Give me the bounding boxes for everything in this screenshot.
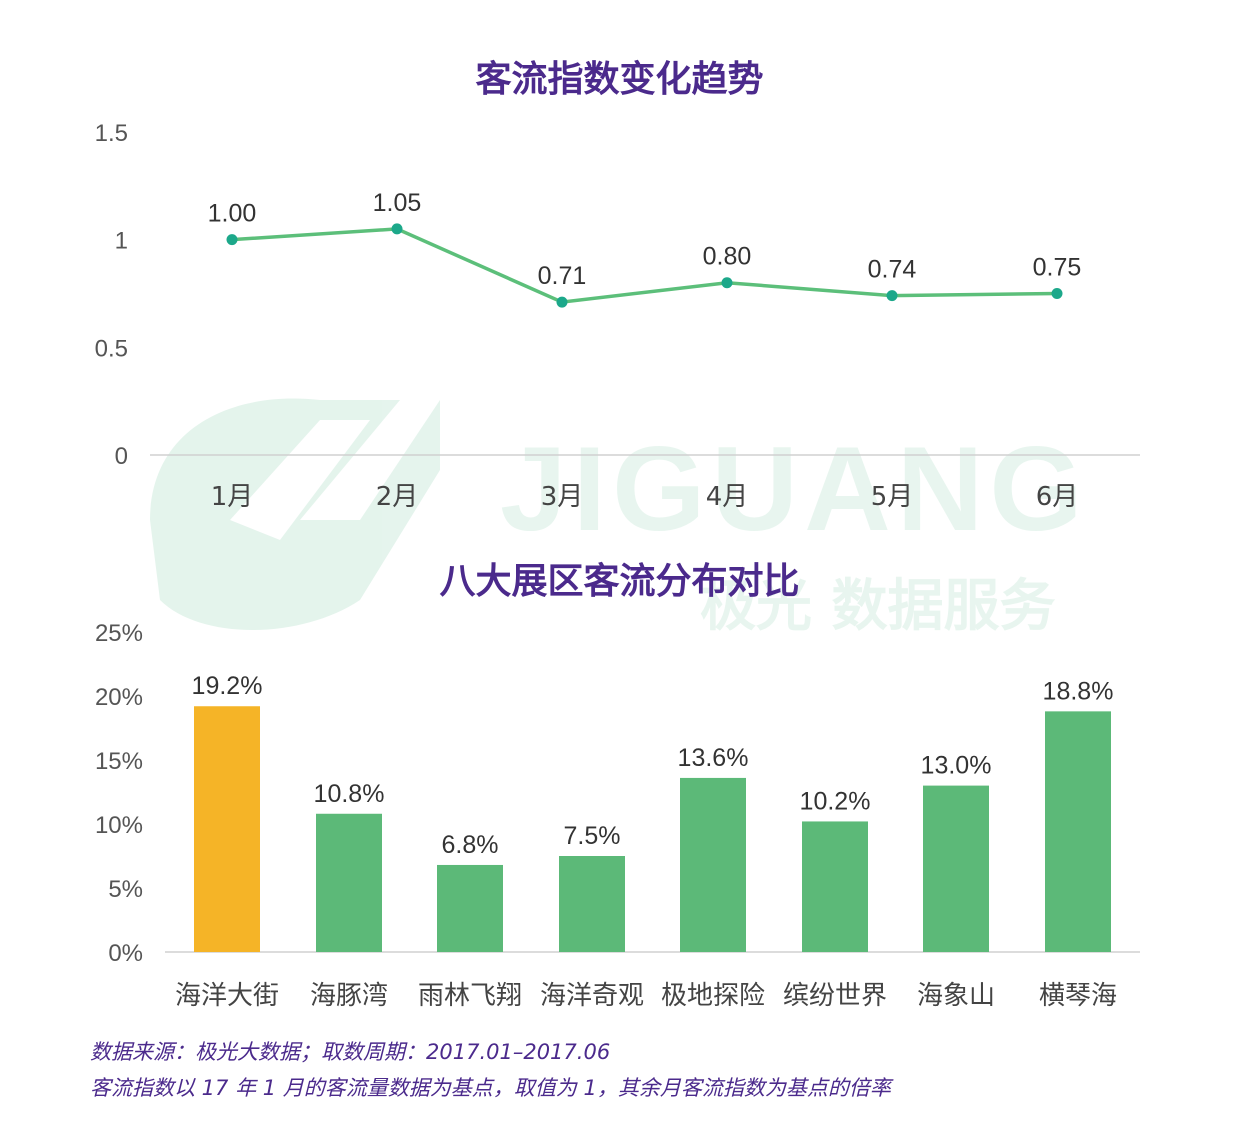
jiguang-logo-icon: [150, 398, 440, 630]
y-tick-label: 1: [115, 228, 128, 255]
x-tick-label: 3月: [541, 482, 584, 512]
series-line: [231, 227, 1058, 304]
data-label: 7.5%: [564, 822, 621, 850]
y-tick-label: 10%: [95, 812, 143, 839]
data-point: [556, 296, 568, 308]
y-tick-label: 5%: [108, 876, 143, 903]
data-point: [226, 234, 238, 246]
footnote-source: 数据来源：极光大数据；取数周期：2017.01–2017.06: [90, 1040, 611, 1064]
x-tick-label: 海洋大街: [175, 981, 279, 1011]
x-tick-label: 极地探险: [661, 981, 765, 1011]
watermark-tagline: 极光 数据服务: [700, 574, 1056, 639]
data-label: 19.2%: [192, 672, 263, 700]
bar: [437, 864, 503, 952]
line-chart-title: 客流指数变化趋势: [475, 59, 764, 100]
x-tick-label: 雨林飞翔: [418, 981, 522, 1011]
data-label: 13.0%: [921, 752, 992, 780]
bar: [802, 821, 868, 952]
data-label: 0.75: [1033, 254, 1082, 282]
x-tick-label: 海豚湾: [310, 981, 388, 1011]
data-label: 10.2%: [800, 787, 871, 815]
x-tick-label: 海洋奇观: [540, 981, 644, 1011]
x-tick-label: 1月: [211, 482, 254, 512]
x-tick-label: 6月: [1036, 482, 1079, 512]
x-tick-label: 海象山: [917, 981, 995, 1011]
data-label: 6.8%: [442, 831, 499, 859]
data-point: [1051, 288, 1063, 299]
data-label: 0.80: [703, 243, 752, 271]
line-chart: 0 0.5 1 1.5 1.00 1月 1.05 2月 0.71 3月 0.80 4月 0.74 5月 0.…: [95, 120, 1140, 512]
y-tick-label: 0: [115, 443, 128, 470]
data-label: 0.71: [538, 262, 587, 290]
data-label: 1.00: [208, 200, 257, 228]
data-label: 13.6%: [678, 744, 749, 772]
data-point: [721, 277, 733, 289]
x-tick-label: 4月: [706, 482, 749, 512]
y-tick-label: 1.5: [95, 120, 128, 147]
bar: [680, 777, 746, 952]
y-tick-label: 20%: [95, 684, 143, 711]
bar-chart: 0% 5% 10% 15% 20% 25% 19.2% 海洋大街 10.8% 海豚湾 6.8% 雨林飞…: [95, 620, 1140, 1011]
data-label: 0.74: [868, 256, 917, 284]
x-tick-label: 横琴海: [1039, 981, 1117, 1011]
bar: [316, 813, 382, 952]
bar: [923, 785, 989, 952]
data-point: [391, 223, 403, 235]
data-point: [886, 290, 898, 302]
y-tick-label: 25%: [95, 620, 143, 647]
bar: [194, 706, 260, 952]
y-tick-label: 0%: [108, 940, 143, 967]
y-tick-label: 15%: [95, 748, 143, 775]
data-label: 10.8%: [314, 780, 385, 808]
y-tick-label: 0.5: [95, 335, 128, 362]
footnote-definition: 客流指数以 17 年 1 月的客流量数据为基点，取值为 1，其余月客流指数为基点…: [90, 1076, 891, 1100]
watermark-brand: JIGUANG: [500, 422, 1089, 556]
data-label: 18.8%: [1043, 677, 1114, 705]
x-tick-label: 5月: [871, 482, 914, 512]
bar: [1045, 711, 1111, 952]
bar-chart-title: 八大展区客流分布对比: [439, 561, 800, 602]
data-label: 1.05: [373, 189, 422, 217]
x-tick-label: 缤纷世界: [783, 981, 887, 1011]
bar: [559, 856, 625, 952]
x-tick-label: 2月: [376, 482, 419, 512]
